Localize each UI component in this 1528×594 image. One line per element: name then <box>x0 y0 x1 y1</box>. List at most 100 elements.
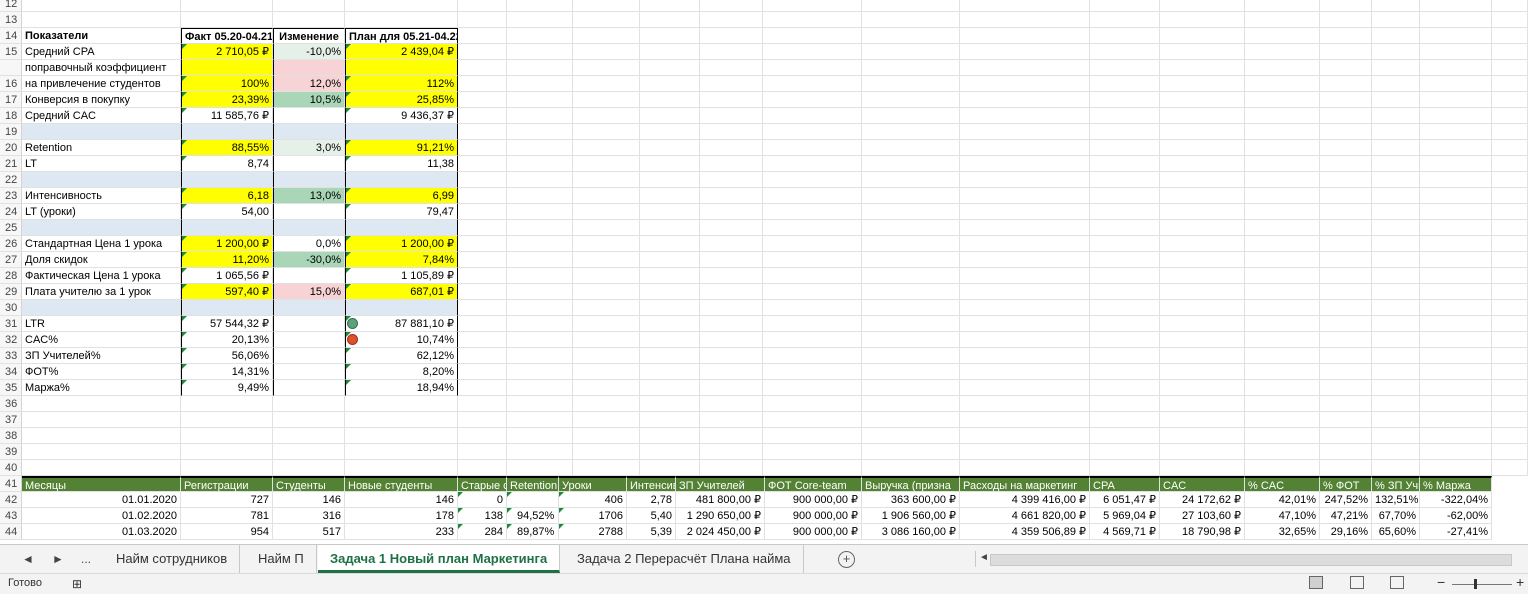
cell[interactable] <box>1090 76 1160 92</box>
cell[interactable] <box>862 460 960 476</box>
cell[interactable] <box>1420 348 1492 364</box>
cell[interactable] <box>1320 28 1372 44</box>
cell[interactable] <box>273 412 345 428</box>
cell[interactable] <box>640 140 700 156</box>
cell[interactable]: Показатели <box>22 28 181 44</box>
cell[interactable] <box>458 284 507 300</box>
cell[interactable] <box>1492 204 1528 220</box>
cell[interactable] <box>1320 380 1372 396</box>
cell[interactable] <box>640 348 700 364</box>
cell[interactable] <box>1420 364 1492 380</box>
row-number[interactable]: 19 <box>0 124 22 140</box>
row-number[interactable]: 16 <box>0 76 22 92</box>
cell[interactable]: 8,20% <box>345 364 458 380</box>
cell[interactable] <box>573 108 640 124</box>
cell[interactable] <box>1160 236 1245 252</box>
cell[interactable] <box>573 252 640 268</box>
cell[interactable] <box>700 460 763 476</box>
cell[interactable] <box>1492 300 1528 316</box>
cell[interactable] <box>640 268 700 284</box>
cell[interactable] <box>1090 28 1160 44</box>
cell[interactable] <box>573 60 640 76</box>
cell[interactable]: 62,12% <box>345 348 458 364</box>
cell[interactable] <box>1420 412 1492 428</box>
cell[interactable] <box>273 60 345 76</box>
cell[interactable] <box>1245 412 1320 428</box>
table-cell[interactable]: 6 051,47 ₽ <box>1090 492 1160 508</box>
cell[interactable]: 11,38 <box>345 156 458 172</box>
cell[interactable] <box>640 44 700 60</box>
column-header[interactable]: % ФОТ <box>1320 476 1372 492</box>
cell[interactable] <box>1420 460 1492 476</box>
cell[interactable] <box>862 140 960 156</box>
row-number[interactable]: 40 <box>0 460 22 476</box>
cell[interactable] <box>1090 44 1160 60</box>
cell[interactable] <box>1160 284 1245 300</box>
cell[interactable] <box>1160 188 1245 204</box>
cell[interactable] <box>573 124 640 140</box>
cell[interactable] <box>458 156 507 172</box>
cell[interactable] <box>960 188 1090 204</box>
cell[interactable] <box>700 300 763 316</box>
cell[interactable] <box>1090 220 1160 236</box>
cell[interactable] <box>763 0 862 12</box>
cell[interactable]: 6,18 <box>181 188 273 204</box>
cell[interactable] <box>507 204 573 220</box>
cell[interactable] <box>1492 268 1528 284</box>
cell[interactable] <box>1420 316 1492 332</box>
cell[interactable] <box>862 12 960 28</box>
cell[interactable] <box>1090 60 1160 76</box>
column-header[interactable]: CPA <box>1090 476 1160 492</box>
cell[interactable] <box>573 28 640 44</box>
cell[interactable]: 54,00 <box>181 204 273 220</box>
cell[interactable] <box>1372 412 1420 428</box>
cell[interactable] <box>1160 428 1245 444</box>
cell[interactable] <box>1320 108 1372 124</box>
cell[interactable] <box>1372 140 1420 156</box>
cell[interactable] <box>1492 284 1528 300</box>
cell[interactable] <box>1492 44 1528 60</box>
cell[interactable] <box>507 188 573 204</box>
cell[interactable] <box>700 76 763 92</box>
cell[interactable] <box>1090 268 1160 284</box>
tab-hiring-p[interactable]: Найм П <box>246 545 317 573</box>
cell[interactable] <box>1090 156 1160 172</box>
cell[interactable] <box>1320 332 1372 348</box>
cell[interactable] <box>273 380 345 396</box>
cell[interactable] <box>862 124 960 140</box>
table-cell[interactable]: 781 <box>181 508 273 524</box>
cell[interactable] <box>1320 204 1372 220</box>
cell[interactable]: -10,0% <box>273 44 345 60</box>
cell[interactable] <box>960 284 1090 300</box>
cell[interactable] <box>1420 252 1492 268</box>
horizontal-scrollbar[interactable]: ◄ <box>975 551 1528 567</box>
column-header[interactable]: Расходы на маркетинг <box>960 476 1090 492</box>
cell[interactable] <box>1492 332 1528 348</box>
cell[interactable] <box>273 124 345 140</box>
table-cell[interactable] <box>507 492 559 508</box>
row-number[interactable]: 41 <box>0 476 22 492</box>
cell[interactable] <box>640 316 700 332</box>
cell[interactable] <box>1320 236 1372 252</box>
cell[interactable] <box>573 332 640 348</box>
row-number[interactable]: 28 <box>0 268 22 284</box>
cell[interactable] <box>1160 412 1245 428</box>
cell[interactable] <box>960 220 1090 236</box>
cell[interactable] <box>1090 428 1160 444</box>
table-cell[interactable]: 01.02.2020 <box>22 508 181 524</box>
page-break-view-icon[interactable] <box>1390 576 1404 589</box>
cell[interactable] <box>1320 60 1372 76</box>
cell[interactable] <box>573 396 640 412</box>
cell[interactable]: 10,74% <box>345 332 458 348</box>
table-cell[interactable]: 1 906 560,00 ₽ <box>862 508 960 524</box>
table-cell[interactable]: 316 <box>273 508 345 524</box>
cell[interactable] <box>960 0 1090 12</box>
cell[interactable]: 57 544,32 ₽ <box>181 316 273 332</box>
cell[interactable] <box>862 300 960 316</box>
page-layout-view-icon[interactable] <box>1350 576 1364 589</box>
cell[interactable] <box>1372 252 1420 268</box>
row-number[interactable]: 32 <box>0 332 22 348</box>
cell[interactable] <box>1245 28 1320 44</box>
cell[interactable] <box>640 188 700 204</box>
cell[interactable] <box>1372 156 1420 172</box>
